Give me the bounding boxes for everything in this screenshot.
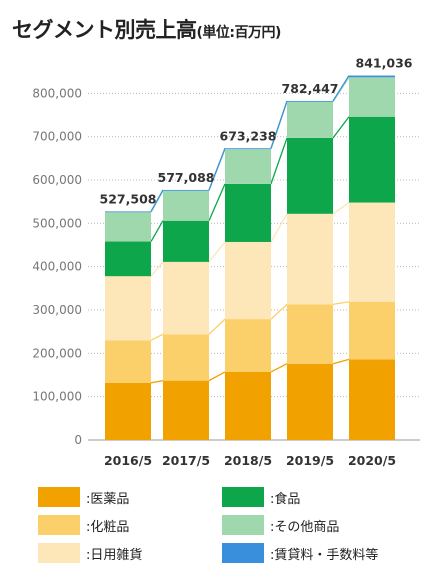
y-tick-label: 200,000 [32, 346, 82, 360]
x-tick-label: 2017/5 [162, 453, 210, 468]
x-tick-label: 2019/5 [286, 453, 334, 468]
connector-line [150, 189, 164, 212]
connector-line [332, 301, 350, 306]
legend-prefix: : [270, 548, 275, 563]
connector-line [150, 333, 164, 341]
legend-swatch-iyakuhin [38, 487, 80, 507]
bar-segment [225, 183, 271, 242]
legend: :医薬品 :化粧品 :日用雑貨 :食品 :その他商品 :賃貸料・手数料等 [0, 480, 443, 570]
chart-title: セグメント別売上高(単位:百万円) [12, 14, 281, 44]
bar-segment [287, 363, 333, 440]
y-tick-label: 300,000 [32, 303, 82, 317]
total-label: 841,036 [356, 56, 413, 71]
connector-line [208, 148, 226, 191]
legend-label-chintairyou: 賃貸料・手数料等 [274, 548, 379, 563]
legend-swatch-sonota [222, 515, 264, 535]
bar-segment [287, 213, 333, 305]
legend-swatch-keshouhin [38, 515, 80, 535]
legend-label-keshouhin: 化粧品 [90, 520, 130, 535]
legend-label-sonota: その他商品 [274, 520, 340, 535]
bar-segment [163, 261, 209, 335]
y-tick-label: 0 [74, 433, 82, 447]
bar-segment [163, 190, 209, 221]
connector-line [208, 241, 226, 263]
y-axis-ticks: 0 100,000 200,000 300,000 400,000 500,000 600,… [32, 86, 82, 447]
y-tick-label: 400,000 [32, 260, 82, 274]
y-tick-label: 100,000 [32, 390, 82, 404]
legend-prefix: : [86, 548, 91, 563]
connector-line [270, 213, 288, 243]
bar-segment [163, 334, 209, 381]
legend-swatch-nichiyou-zakka [38, 543, 80, 563]
legend-label-shokuhin: 食品 [274, 492, 301, 507]
y-tick-label: 800,000 [32, 86, 82, 100]
bar-segment [349, 77, 395, 117]
connector-line [332, 202, 350, 215]
bar-segment [287, 101, 333, 138]
connector-line [150, 261, 164, 277]
connector-line [208, 318, 226, 335]
bar-segment [105, 211, 151, 213]
connector-line [270, 363, 288, 373]
connector-line [332, 75, 350, 102]
y-tick-label: 700,000 [32, 130, 82, 144]
legend-prefix: : [270, 520, 275, 535]
connector-line [208, 371, 226, 382]
bar-segment [225, 149, 271, 184]
segment-sales-chart: 0 100,000 200,000 300,000 400,000 500,000 600,… [32, 56, 420, 468]
legend-label-iyakuhin: 医薬品 [90, 492, 130, 507]
bar-segment [287, 100, 333, 102]
bar-segment [287, 137, 333, 214]
bar-segment [225, 241, 271, 320]
x-axis-labels: 2016/5 2017/5 2018/5 2019/5 2020/5 [104, 453, 396, 468]
legend-swatch-shokuhin [222, 487, 264, 507]
bar-segment [349, 301, 395, 360]
bar-segment [105, 340, 151, 383]
x-tick-label: 2016/5 [104, 453, 152, 468]
total-label: 673,238 [220, 128, 277, 143]
bar-segment [225, 319, 271, 372]
chart-title-main: セグメント別売上高 [12, 18, 197, 42]
chart-title-unit: (単位:百万円) [196, 25, 282, 41]
y-tick-label: 500,000 [32, 216, 82, 230]
legend-label-nichiyou-zakka: 日用雑貨 [90, 548, 143, 563]
legend-prefix: : [86, 520, 91, 535]
total-label: 577,088 [158, 170, 215, 185]
bar-segment [225, 148, 271, 150]
total-label: 782,447 [282, 81, 339, 96]
connector-line [270, 100, 288, 149]
connector-line [150, 379, 164, 384]
bar-segment [349, 202, 395, 302]
connector-line [332, 358, 350, 365]
bar-segment [349, 359, 395, 440]
y-tick-label: 600,000 [32, 173, 82, 187]
bar-segment [163, 220, 209, 262]
legend-swatch-chintairyou [222, 543, 264, 563]
bar-segment [349, 116, 395, 203]
bar-segment [287, 304, 333, 364]
bar-segment [105, 241, 151, 277]
bar-segment [349, 75, 395, 78]
x-tick-label: 2020/5 [348, 453, 396, 468]
connector-line [208, 183, 226, 221]
bar-segment [225, 371, 271, 440]
bar-segment [105, 382, 151, 440]
connector-lines [150, 75, 350, 384]
connector-line [332, 116, 350, 139]
bar-segment [163, 189, 209, 191]
connector-line [270, 137, 288, 185]
connector-line [270, 303, 288, 320]
legend-prefix: : [270, 492, 275, 507]
x-tick-label: 2018/5 [224, 453, 272, 468]
bars [105, 75, 395, 440]
legend-prefix: : [86, 492, 91, 507]
bar-segment [105, 276, 151, 341]
bar-segment [163, 380, 209, 440]
total-label: 527,508 [100, 191, 157, 206]
bar-segment [105, 212, 151, 242]
connector-line [150, 220, 164, 242]
